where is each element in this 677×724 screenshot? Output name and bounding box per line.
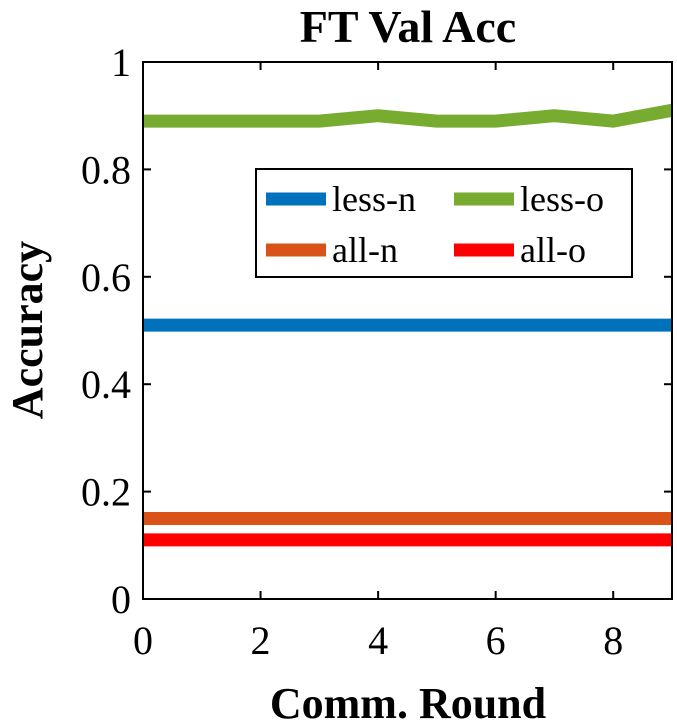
legend-label-all-n: all-n	[332, 230, 398, 270]
legend-label-all-o: all-o	[520, 230, 586, 270]
y-axis-ticks: 0 0.2 0.4 0.6 0.8 1	[81, 40, 672, 622]
series-line-less-o	[143, 103, 674, 128]
chart-title: FT Val Acc	[300, 1, 516, 52]
y-axis-label: Accuracy	[3, 241, 52, 419]
y-tick-label: 1	[111, 40, 131, 85]
y-tick-label: 0.4	[81, 362, 131, 407]
x-axis-ticks: 0 2 4 6 8	[133, 62, 623, 663]
x-axis-label: Comm. Round	[270, 679, 546, 724]
legend: less-n less-o all-n all-o	[255, 168, 633, 278]
plot-frame	[142, 61, 673, 600]
x-tick-label: 4	[368, 618, 388, 663]
y-tick-label: 0	[111, 577, 131, 622]
x-tick-label: 2	[251, 618, 271, 663]
legend-box	[255, 168, 633, 278]
x-tick-label: 0	[133, 618, 153, 663]
x-tick-label: 8	[603, 618, 623, 663]
y-tick-label: 0.8	[81, 147, 131, 192]
x-tick-label: 6	[486, 618, 506, 663]
plot-lines	[143, 103, 674, 547]
legend-label-less-n: less-n	[332, 179, 416, 219]
y-tick-label: 0.2	[81, 470, 131, 515]
legend-label-less-o: less-o	[520, 179, 604, 219]
y-tick-label: 0.6	[81, 255, 131, 300]
